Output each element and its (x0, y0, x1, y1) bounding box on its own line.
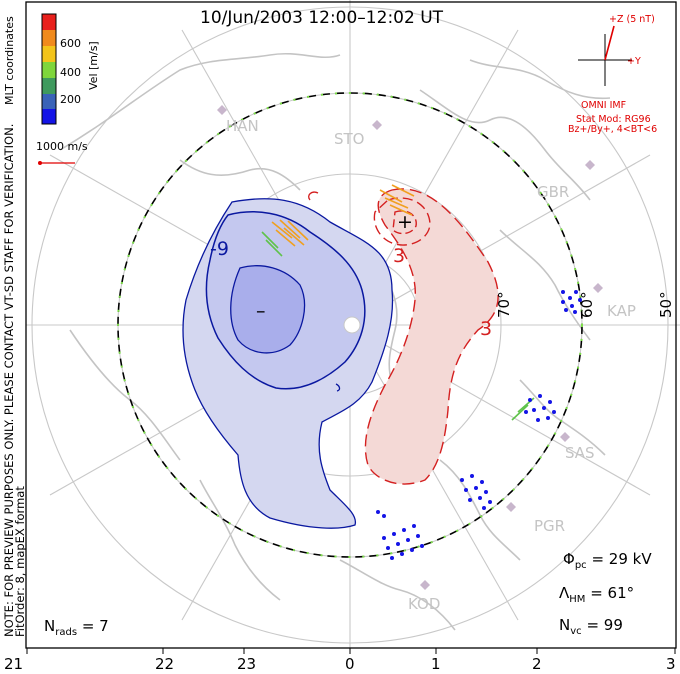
nrads-symbol: N (44, 617, 56, 635)
vector-count: Nvc = 99 (559, 616, 623, 637)
map-title: 10/Jun/2003 12:00–12:02 UT (200, 8, 444, 28)
radar-count: Nrads = 7 (44, 617, 109, 638)
station-kod: KOD (408, 595, 441, 613)
positive-contour-label: 3 (393, 245, 406, 267)
nvc-value: = 99 (586, 616, 623, 634)
pole-marker (343, 316, 361, 334)
nrads-value: = 7 (81, 617, 109, 635)
imf-z-label: +Z (5 nT) (609, 14, 655, 25)
coordinate-label: MLT coordinates (3, 16, 16, 105)
lambda-symbol: Λ (559, 584, 570, 602)
station-han: HAN (226, 117, 259, 135)
positive-contour-label-2: 3 (480, 318, 493, 340)
imf-source: OMNI IMF (581, 100, 627, 111)
colorbar-tick-200: 200 (60, 93, 81, 106)
station-markers (217, 105, 603, 590)
imf-model: Stat Mod: RG96 (576, 114, 651, 125)
hmb-boundary-overlay (117, 92, 583, 558)
latitude-50: 50° (657, 291, 675, 318)
negative-contour-label: -9 (210, 238, 229, 260)
phi-value: = 29 kV (591, 550, 652, 568)
station-gbr: GBR (537, 183, 570, 201)
colorbar-tick-400: 400 (60, 66, 81, 79)
imf-dial (578, 25, 632, 86)
station-sto: STO (334, 130, 365, 148)
station-kap: KAP (607, 302, 636, 320)
station-pgr: PGR (534, 517, 566, 535)
lambda-value: = 61° (590, 584, 635, 602)
mlt-label-21: 21 (4, 655, 24, 673)
fit-order-note: FitOrder: 8, mapEX format (13, 486, 27, 637)
lambda-sub: HM (569, 594, 586, 605)
imf-y-label: +Y (627, 56, 641, 67)
latitude-60: 60° (578, 291, 596, 318)
velocity-vectors-orange (271, 184, 415, 247)
imf-condition: Bz+/By+, 4<BT<6 (568, 124, 658, 135)
latitude-70: 70° (495, 291, 513, 318)
scale-vector-label: 1000 m/s (36, 140, 88, 153)
velocity-colorbar (41, 13, 57, 125)
mlt-axis-ticks (26, 648, 676, 654)
station-sas: SAS (565, 444, 595, 462)
hmb-latitude: ΛHM = 61° (559, 584, 634, 605)
positive-convection-cell (308, 188, 499, 485)
scale-vector (38, 161, 75, 165)
colorbar-tick-600: 600 (60, 37, 81, 50)
nvc-symbol: N (559, 616, 571, 634)
mlt-label-22: 22 (155, 655, 175, 673)
mlt-label-0: 0 (345, 655, 355, 673)
nvc-sub: vc (570, 626, 582, 637)
negative-convection-cell (182, 198, 394, 529)
nrads-sub: rads (55, 627, 78, 638)
potential-maximum-marker: + (397, 211, 413, 233)
mlt-label-1: 1 (431, 655, 441, 673)
velocity-vectors-blue (376, 290, 582, 560)
mlt-label-23: 23 (237, 655, 257, 673)
map-frame (25, 1, 677, 649)
phi-sub: pc (574, 560, 587, 571)
cross-polar-potential: Φpc = 29 kV (563, 550, 652, 571)
colorbar-label: Vel [m/s] (87, 41, 100, 90)
mlt-label-2: 2 (532, 655, 542, 673)
potential-minimum-marker: – (256, 300, 266, 322)
mlt-label-3: 3 (666, 655, 676, 673)
phi-symbol: Φ (563, 550, 575, 568)
